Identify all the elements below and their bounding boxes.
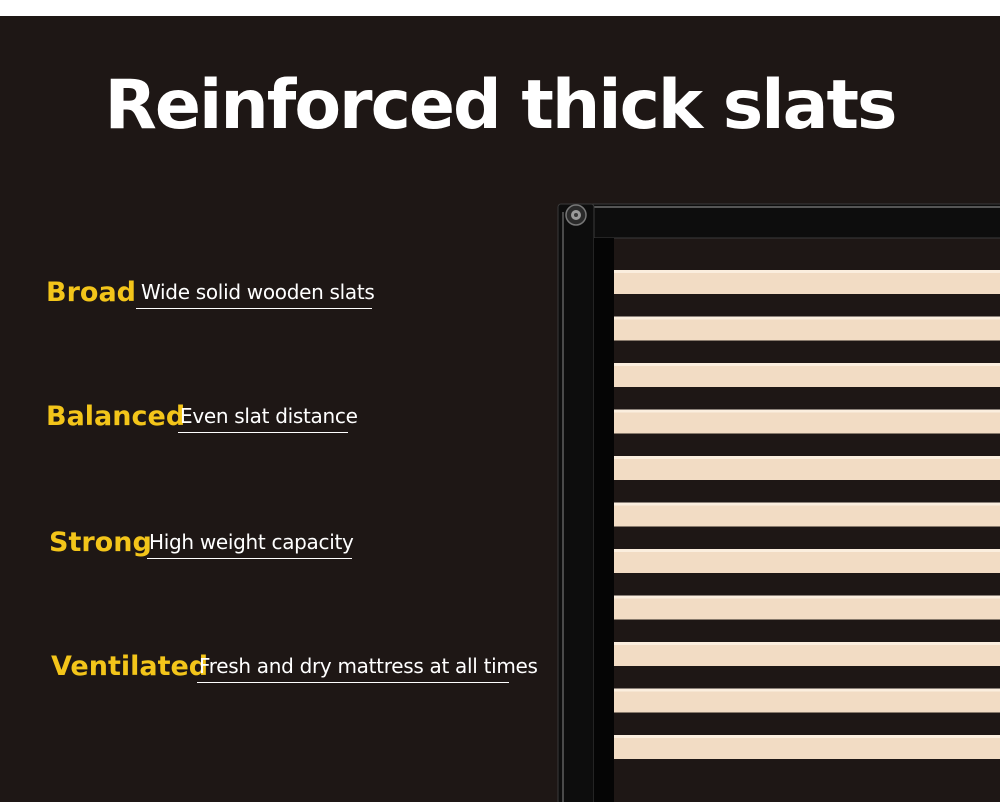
underline-divider (147, 558, 352, 559)
slat-group (614, 270, 1000, 759)
wooden-slat (614, 456, 1000, 480)
underline-divider (197, 682, 509, 683)
product-banner: Reinforced thick slats Broad Wide solid … (0, 16, 1000, 802)
wooden-slat-highlight (614, 549, 1000, 552)
feature-strong: Strong High weight capacity (49, 506, 379, 566)
frame-left-post-highlight (562, 212, 564, 802)
wooden-slat (614, 642, 1000, 666)
bed-frame-illustration (557, 203, 1000, 802)
wooden-slat-highlight (614, 270, 1000, 273)
frame-inner-rail (594, 238, 614, 802)
underline-divider (178, 432, 348, 433)
wooden-slat-highlight (614, 456, 1000, 459)
wooden-slat-highlight (614, 502, 1000, 506)
wooden-slat (614, 363, 1000, 387)
wooden-slat (614, 595, 1000, 620)
feature-word: Broad (46, 277, 136, 308)
wooden-slat (614, 409, 1000, 434)
wooden-slat-highlight (614, 316, 1000, 320)
feature-description: High weight capacity (149, 530, 354, 554)
wooden-slat-highlight (614, 595, 1000, 599)
feature-description: Wide solid wooden slats (141, 280, 375, 304)
underline-divider (136, 308, 372, 309)
wooden-slat (614, 688, 1000, 713)
feature-description: Fresh and dry mattress at all times (199, 654, 538, 678)
wooden-slat-highlight (614, 363, 1000, 366)
frame-top-rail-highlight (594, 206, 1000, 208)
wooden-slat (614, 316, 1000, 341)
wooden-slat-highlight (614, 688, 1000, 692)
wooden-slat (614, 502, 1000, 527)
wooden-slat-highlight (614, 409, 1000, 413)
wooden-slat (614, 270, 1000, 294)
feature-word: Strong (49, 527, 152, 558)
wooden-slat (614, 549, 1000, 573)
feature-word: Balanced (46, 401, 186, 432)
feature-broad: Broad Wide solid wooden slats (46, 256, 376, 316)
feature-word: Ventilated (51, 651, 209, 682)
wooden-slat (614, 735, 1000, 759)
wooden-slat-highlight (614, 642, 1000, 645)
feature-description: Even slat distance (180, 404, 358, 428)
feature-balanced: Balanced Even slat distance (46, 380, 376, 440)
wooden-slat-highlight (614, 735, 1000, 738)
frame-top-rail (589, 203, 1000, 239)
headline: Reinforced thick slats (104, 66, 898, 145)
feature-ventilated: Ventilated Fresh and dry mattress at all… (51, 630, 538, 690)
